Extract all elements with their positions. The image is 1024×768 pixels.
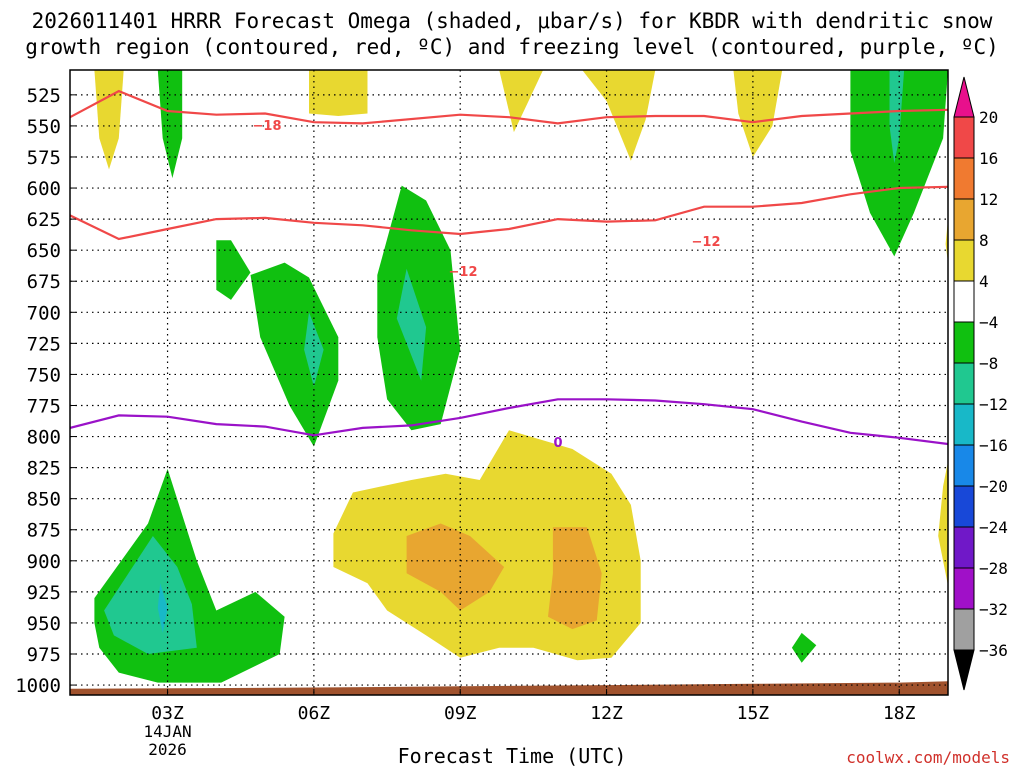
x-tick-label: 18Z — [883, 703, 916, 724]
omega-region-rising-12z-aloft — [582, 70, 656, 161]
colorbar-label: 8 — [979, 231, 989, 250]
colorbar-label: 4 — [979, 272, 989, 291]
x-tick-label: 03Z — [151, 703, 184, 724]
y-tick-label: 725 — [27, 333, 61, 355]
colorbar-label: −24 — [979, 518, 1008, 537]
y-tick-label: 575 — [27, 147, 61, 169]
contour-label-minus12-a: −12 — [449, 265, 478, 280]
y-tick-label: 700 — [27, 302, 61, 324]
colorbar-swatch — [953, 444, 975, 487]
y-tick-label: 825 — [27, 458, 61, 480]
colorbar-swatch — [953, 526, 975, 569]
x-tick-label: 15Z — [737, 703, 770, 724]
colorbar-swatch — [953, 116, 975, 159]
contour-label-minus12-b: −12 — [692, 235, 721, 250]
gridlines — [70, 70, 948, 695]
y-tick-label: 800 — [27, 427, 61, 449]
contour-label-zero: 0 — [553, 436, 562, 451]
colorbar-label: 12 — [979, 190, 998, 209]
colorbar-label: −4 — [979, 313, 998, 332]
colorbar-label: −28 — [979, 559, 1008, 578]
colorbar-label: −20 — [979, 477, 1008, 496]
x-tick-date: 14JAN — [143, 722, 191, 741]
colorbar-bottom-arrow — [953, 649, 975, 691]
omega-region-sinking-03z-low-core — [104, 536, 197, 654]
omega-region-sinking-18z-aloft — [850, 70, 948, 257]
dendritic-contour-minus18 — [70, 89, 948, 125]
omega-region-rising-19z-low — [938, 461, 948, 586]
omega-region-sinking-03z-low-peak — [157, 583, 168, 633]
colorbar-swatch — [953, 362, 975, 405]
omega-region-rising-low-11z-core — [548, 527, 602, 630]
omega-region-rising-low-level — [333, 430, 641, 661]
y-tick-label: 1000 — [15, 675, 61, 697]
colorbar-swatch — [953, 403, 975, 446]
colorbar-swatch — [953, 157, 975, 200]
omega-region-sinking-18z-core — [889, 70, 905, 164]
y-tick-label: 625 — [27, 209, 61, 231]
chart-title-line-2: growth region (contoured, red, ºC) and f… — [25, 35, 999, 59]
y-axis-ticks: 525 550 575 600 625 650 675 700 725 750 775 800 825 8… — [15, 85, 76, 697]
omega-region-rising-low-09z-core — [406, 523, 505, 611]
y-tick-label: 875 — [27, 520, 61, 542]
x-tick-label: 12Z — [590, 703, 623, 724]
y-tick-label: 650 — [27, 240, 61, 262]
y-tick-label: 525 — [27, 85, 61, 107]
colorbar-swatch — [953, 485, 975, 528]
y-tick-label: 975 — [27, 644, 61, 666]
colorbar-swatch — [953, 280, 975, 323]
colorbar-label: −12 — [979, 395, 1008, 414]
y-tick-label: 675 — [27, 271, 61, 293]
omega-region-rising-10z-aloft — [499, 70, 544, 133]
omega-region-sinking-06z-core — [304, 312, 324, 387]
omega-region-sinking-06z-mid — [250, 262, 339, 447]
y-tick-label: 950 — [27, 613, 61, 635]
omega-shading — [70, 70, 948, 695]
omega-region-rising-01h-550 — [94, 70, 124, 170]
y-tick-label: 550 — [27, 116, 61, 138]
omega-region-rising-06z-aloft — [309, 70, 368, 116]
colorbar-label: −32 — [979, 600, 1008, 619]
omega-region-sinking-08z-core — [396, 268, 427, 381]
x-tick-label: 09Z — [444, 703, 477, 724]
omega-region-sinking-04z-mid — [216, 240, 251, 300]
colorbar-label: 16 — [979, 149, 998, 168]
colorbar-swatch — [953, 198, 975, 241]
colorbar-swatch — [953, 608, 975, 651]
colorbar-label: 20 — [979, 108, 998, 127]
colorbar-label: −36 — [979, 641, 1008, 660]
y-tick-label: 850 — [27, 489, 61, 511]
y-tick-label: 775 — [27, 395, 61, 417]
terrain-surface — [70, 681, 948, 695]
colorbar: 20 16 12 8 4 −4 −8 −12 −16 −20 −24 −28 −32 −36 — [953, 76, 1008, 691]
freezing-level-contour — [70, 398, 948, 446]
y-tick-label: 900 — [27, 551, 61, 573]
omega-region-rising-15z-aloft — [733, 70, 783, 157]
colorbar-swatch — [953, 321, 975, 364]
colorbar-label: −8 — [979, 354, 998, 373]
x-tick-label: 06Z — [298, 703, 331, 724]
y-tick-label: 750 — [27, 364, 61, 386]
colorbar-top-arrow — [953, 76, 975, 118]
colorbar-swatch — [953, 567, 975, 610]
omega-region-sinking-16z-dot — [791, 632, 817, 663]
y-tick-label: 600 — [27, 178, 61, 200]
contours: −18 −12 −12 0 — [70, 89, 948, 451]
colorbar-swatch — [953, 239, 975, 282]
plot-frame — [69, 69, 949, 696]
colorbar-label: −16 — [979, 436, 1008, 455]
contour-label-minus18: −18 — [253, 119, 282, 134]
credit-label[interactable]: coolwx.com/models — [846, 748, 1010, 767]
dendritic-contour-minus12 — [70, 185, 948, 241]
omega-region-sinking-03z-low — [94, 468, 285, 683]
y-tick-label: 925 — [27, 582, 61, 604]
omega-region-sinking-03h-550 — [157, 70, 183, 179]
x-tick-year: 2026 — [148, 740, 187, 759]
chart-title-line-1: 2026011401 HRRR Forecast Omega (shaded, … — [31, 9, 993, 33]
x-axis-title: Forecast Time (UTC) — [397, 744, 627, 768]
